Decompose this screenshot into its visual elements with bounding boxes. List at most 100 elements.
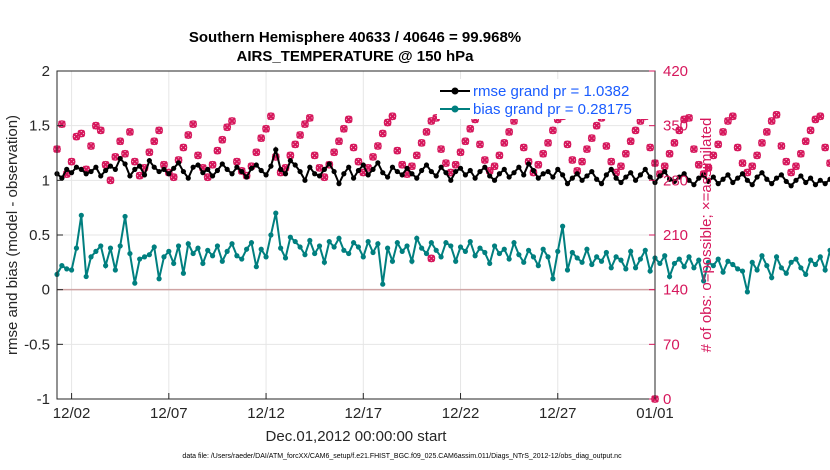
bias-point [759,253,765,259]
obs-possible-point [602,142,611,150]
rmse-point [827,176,830,182]
rmse-point [141,172,148,178]
obs-assimilated-point [223,123,231,132]
y-tick-label: 2 [42,63,50,80]
obs-assimilated-point [437,145,445,153]
obs-possible-point [617,162,625,171]
obs-assimilated-point [500,139,509,147]
bias-point [302,252,308,258]
obs-possible-point [121,149,129,158]
obs-assimilated-point [208,160,217,169]
obs-assimilated-point [451,160,460,169]
bias-point [817,254,823,260]
rmse-point [341,171,347,177]
obs-possible-point [442,159,450,168]
obs-possible-point [544,138,552,147]
obs-assimilated-point [87,142,95,150]
rmse-point [244,174,250,180]
y-tick-label: 0.5 [29,227,50,244]
obs-possible-point [719,128,727,136]
y2-tick-label: 210 [663,227,688,244]
rmse-point [375,160,381,166]
obs-assimilated-point [456,148,465,156]
rmse-point [205,166,211,172]
bias-point [705,259,712,265]
obs-possible-point [563,140,572,149]
obs-assimilated-point [495,151,504,160]
rmse-point [258,167,264,174]
rmse-point [579,177,585,183]
bias-point [180,270,187,276]
rmse-point [214,167,221,174]
bias-point [273,210,279,216]
obs-assimilated-point [466,125,475,133]
obs-assimilated-point [291,140,300,149]
bias-point [807,257,814,263]
obs-assimilated-point [101,160,110,169]
bias-point [545,254,551,260]
obs-possible-point [826,159,830,168]
bias-point [438,254,444,260]
rmse-point [428,168,434,175]
rmse-point [389,164,396,170]
rmse-point [798,173,804,179]
bias-point [151,244,157,250]
bias-point [282,255,289,261]
bias-point [112,267,118,273]
bias-point [258,246,264,252]
bias-point [59,263,65,269]
bias-point [637,256,644,262]
obs-possible-point [714,140,723,149]
obs-possible-point [578,157,586,166]
obs-extra-possible-point [427,254,436,263]
rmse-point [73,164,80,170]
obs-possible-point [296,131,304,139]
obs-assimilated-point [67,157,76,166]
rmse-point [117,155,123,162]
bias-point [239,256,245,262]
obs-possible-point [388,112,397,121]
obs-assimilated-point [631,126,640,135]
rmse-point [394,168,400,175]
obs-assimilated-point [194,151,202,160]
bias-point [137,256,143,262]
obs-assimilated-point [694,160,703,169]
bias-point [696,257,702,263]
rmse-point [433,173,439,179]
bias-point [589,261,595,268]
bias-point [715,256,721,262]
bias-point [355,244,362,250]
bias-point [754,267,760,273]
obs-assimilated-point [505,128,513,136]
rmse-point [701,172,707,178]
rmse-point [666,176,673,182]
obs-possible-point [257,134,266,143]
rmse-point [769,181,775,187]
bias-point [594,254,600,260]
obs-assimilated-point [330,148,338,156]
y2-tick-label: 0 [663,391,671,408]
bias-point [365,238,371,245]
bias-point [642,247,648,253]
obs-assimilated-point [476,140,484,149]
obs-assimilated-point [296,131,304,139]
obs-possible-point [106,176,115,185]
obs-assimilated-point [218,135,227,144]
obs-possible-point [777,142,786,150]
obs-possible-point [626,137,635,146]
obs-assimilated-point [145,148,154,156]
obs-possible-point [150,137,159,146]
obs-possible-point [796,149,805,158]
rmse-point [331,168,337,175]
obs-assimilated-point [592,121,601,130]
rmse-point [521,172,527,178]
y-axis-label: rmse and bias (model - observation) [4,115,21,355]
obs-assimilated-point [481,156,489,164]
rmse-point [730,179,736,186]
bias-point [691,265,697,271]
rmse-point [812,182,819,188]
data-file-footnote: data file: /Users/raeder/DAI/ATM_forcXX/… [182,453,622,460]
rmse-point [803,179,809,186]
rmse-point [613,175,619,181]
x-tick-label: 12/22 [442,405,480,422]
